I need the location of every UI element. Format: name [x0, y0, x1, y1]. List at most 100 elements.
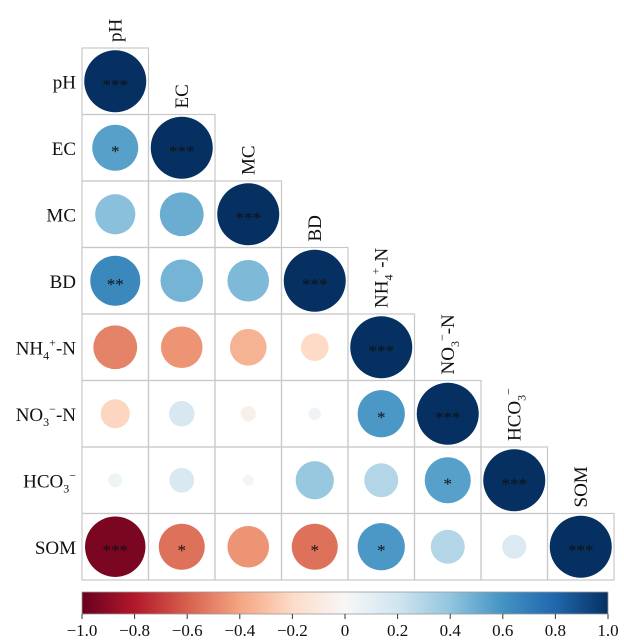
- row-labels: pH EC MC BD NH4+-N NO3−-N HCO3− SOM: [16, 72, 77, 559]
- matrix-cell: ***: [81, 512, 150, 581]
- correlation-circle: [93, 325, 138, 370]
- column-label-group: pH: [105, 19, 126, 43]
- matrix-cell: ***: [546, 512, 615, 581]
- column-label-group: NH4+-N: [368, 247, 395, 308]
- colorbar-tick-label: −0.2: [277, 621, 308, 640]
- correlation-circle: [283, 249, 346, 312]
- matrix-cell: [147, 313, 216, 382]
- colorbar-tick-label: 0.8: [545, 621, 566, 640]
- correlation-circle: [95, 194, 136, 235]
- colorbar-tick-label: 0.6: [492, 621, 513, 640]
- correlation-circle: [240, 406, 256, 422]
- matrix-cell: [214, 446, 283, 515]
- column-label: MC: [238, 145, 259, 175]
- matrix-cell: [81, 313, 150, 382]
- significance-label: **: [107, 275, 124, 294]
- significance-label: *: [377, 541, 386, 560]
- colorbar-ticks: −1.0 −0.8 −0.6 −0.4 −0.2 0 0.2 0.4 0.6 0.8 1.0: [67, 614, 619, 640]
- correlation-circle: [295, 461, 334, 500]
- correlation-circle: [217, 183, 280, 246]
- correlation-circle: [364, 463, 399, 498]
- matrix-cell: [147, 379, 216, 448]
- correlation-circle: [160, 259, 204, 303]
- significance-label: *: [444, 474, 453, 493]
- correlation-circle: [169, 467, 195, 493]
- matrix-cell: ***: [147, 113, 216, 182]
- column-label-group: NO3−-N: [435, 314, 462, 375]
- correlation-circle: [291, 523, 338, 570]
- row-label: pH: [53, 72, 77, 93]
- significance-label: ***: [302, 275, 328, 294]
- significance-label: *: [178, 541, 187, 560]
- correlation-circle: [300, 333, 329, 362]
- correlation-circle: [308, 407, 321, 420]
- matrix-cell: ***: [214, 180, 283, 249]
- significance-label: ***: [169, 142, 195, 161]
- significance-label: ***: [369, 341, 395, 360]
- matrix-cell: ***: [280, 246, 349, 315]
- correlation-circle: [92, 124, 139, 171]
- matrix-cell: [147, 246, 216, 315]
- row-label: BD: [50, 272, 76, 293]
- matrix-cell: *: [413, 446, 482, 515]
- column-label: pH: [105, 19, 126, 43]
- significance-label: ***: [568, 541, 594, 560]
- correlation-circle: [242, 474, 254, 486]
- correlation-circle: [350, 316, 413, 379]
- correlation-circle: [229, 328, 267, 366]
- column-label: SOM: [571, 466, 592, 507]
- colorbar-gradient: [81, 591, 609, 615]
- column-label: NH4+-N: [368, 247, 395, 308]
- matrix-cell: *: [81, 113, 150, 182]
- column-label-group: MC: [238, 145, 259, 175]
- correlation-circle: [85, 516, 146, 577]
- matrix-cell: [413, 512, 482, 581]
- row-label: EC: [52, 139, 76, 160]
- row-label: NO3−-N: [16, 402, 77, 429]
- column-label: BD: [305, 215, 326, 241]
- matrix-cell: [280, 446, 349, 515]
- matrix-cell: [81, 379, 150, 448]
- matrix-cell: [214, 246, 283, 315]
- significance-label: *: [111, 142, 120, 161]
- significance-label: ***: [236, 208, 262, 227]
- significance-label: ***: [435, 408, 461, 427]
- matrix-cells: **** ******** ******* **** ****** * * * ***: [81, 47, 615, 581]
- significance-label: ***: [103, 75, 129, 94]
- correlation-circle: [483, 449, 546, 512]
- colorbar-tick-label: 1.0: [597, 621, 618, 640]
- correlation-circle: [430, 529, 465, 564]
- correlation-circle: [108, 473, 123, 488]
- matrix-cell: [480, 512, 549, 581]
- correlation-circle: [160, 326, 203, 369]
- colorbar-tick-label: −1.0: [67, 621, 98, 640]
- column-label-group: EC: [172, 84, 193, 108]
- correlation-circle: [84, 50, 147, 113]
- correlation-circle: [227, 259, 270, 302]
- cell-border: [546, 512, 615, 581]
- colorbar-tick-label: 0: [341, 621, 350, 640]
- correlation-circle: [100, 399, 130, 429]
- matrix-cell: ***: [480, 446, 549, 515]
- matrix-cell: [81, 180, 150, 249]
- matrix-cell: [147, 180, 216, 249]
- matrix-cell: [214, 313, 283, 382]
- column-label-group: SOM: [571, 466, 592, 507]
- matrix-cell: [280, 313, 349, 382]
- row-label: SOM: [35, 538, 76, 559]
- matrix-cell: *: [147, 512, 216, 581]
- matrix-cell: ***: [413, 379, 482, 448]
- matrix-cell: **: [81, 246, 150, 315]
- correlation-circle: [150, 116, 213, 179]
- colorbar-tick-label: 0.2: [387, 621, 408, 640]
- significance-label: *: [377, 408, 386, 427]
- matrix-cell: ***: [347, 313, 416, 382]
- row-label: MC: [46, 205, 76, 226]
- correlation-circle: [502, 534, 527, 559]
- colorbar-tick-label: −0.8: [119, 621, 150, 640]
- column-labels: pH EC MC BD NH4+-N NO3−-N HCO3− SOM: [105, 19, 592, 508]
- correlation-circle: [168, 400, 195, 427]
- significance-label: ***: [502, 474, 528, 493]
- colorbar: −1.0 −0.8 −0.6 −0.4 −0.2 0 0.2 0.4 0.6 0.8 1.0: [67, 591, 619, 640]
